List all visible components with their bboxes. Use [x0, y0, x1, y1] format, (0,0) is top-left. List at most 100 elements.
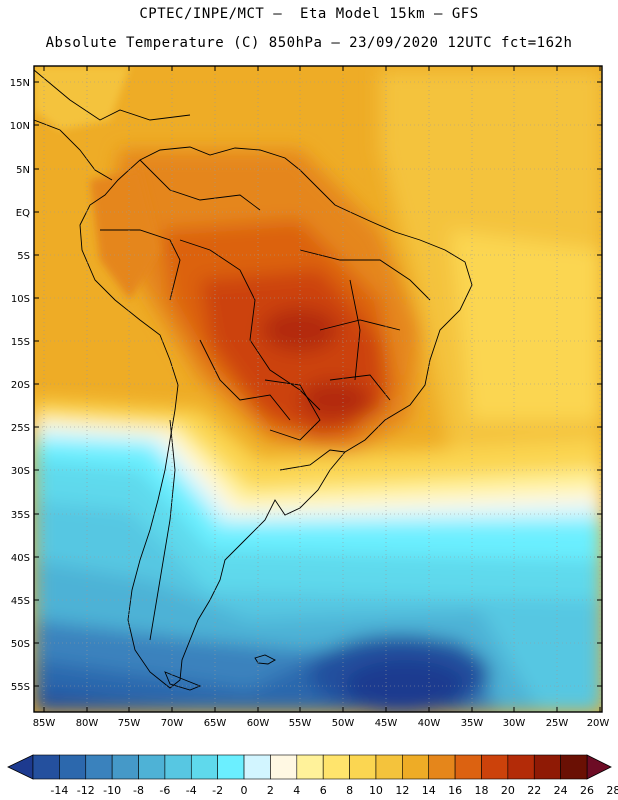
lat-label-40s: 40S: [11, 553, 30, 564]
border-paraguay: [264, 379, 321, 441]
colorbar-label: 4: [293, 784, 300, 797]
field-12-14-atlantic: [450, 230, 602, 420]
chart-title-line1: CPTEC/INPE/MCT – Eta Model 15km – GFS: [139, 6, 479, 22]
lat-label-50s: 50S: [11, 639, 30, 650]
colorbar-label: 24: [554, 784, 568, 797]
lat-label-20s: 20S: [11, 380, 30, 391]
lon-label-70w: 70W: [161, 718, 184, 729]
colorbar-label: 8: [346, 784, 353, 797]
colorbar-box: [454, 754, 482, 780]
lat-label-35s: 35S: [11, 510, 30, 521]
brazil-states: [299, 249, 431, 401]
colorbar-box: [138, 754, 166, 780]
lat-label-10s: 10S: [11, 294, 30, 305]
colorbar: -14 -12 -10 -8 -6 -4 -2 0 2 4 6 8 10 12 …: [7, 754, 618, 797]
border-colombia-venezuela: [139, 159, 261, 211]
colorbar-label: -12: [77, 784, 95, 797]
colorbar-box: [402, 754, 430, 780]
south-america-coastline: [79, 146, 473, 689]
longitude-labels: 85W 80W 75W 70W 65W 60W 55W 50W 45W 40W …: [33, 718, 610, 729]
colorbar-label: 12: [395, 784, 409, 797]
lon-label-40w: 40W: [418, 718, 441, 729]
map-frame: [33, 65, 603, 713]
grid-lines: [34, 66, 602, 712]
lat-label-10n: 10N: [10, 121, 30, 132]
colorbar-label: 22: [527, 784, 541, 797]
colorbar-overflow-triangle: [586, 754, 612, 780]
colorbar-box: [217, 754, 245, 780]
border-uruguay: [279, 449, 346, 471]
colorbar-box: [85, 754, 113, 780]
lon-label-20w: 20W: [587, 718, 610, 729]
colorbar-label: 28: [606, 784, 618, 797]
colorbar-box: [428, 754, 456, 780]
lat-label-25s: 25S: [11, 423, 30, 434]
field-minus12-minus10-sw: [34, 690, 200, 712]
colorbar-underflow-triangle: [7, 754, 34, 780]
colorbar-box: [375, 754, 403, 780]
tierra-del-fuego: [164, 671, 202, 691]
colorbar-box: [296, 754, 324, 780]
colorbar-label: -6: [159, 784, 170, 797]
axis-ticks: [34, 66, 602, 712]
lon-label-35w: 35W: [461, 718, 484, 729]
border-argentina-chile: [149, 419, 176, 641]
colorbar-box: [481, 754, 509, 780]
colorbar-box: [349, 754, 377, 780]
border-bolivia: [199, 339, 291, 421]
colorbar-label: 2: [267, 784, 274, 797]
map-outlines: [34, 69, 473, 691]
colorbar-label: 18: [474, 784, 488, 797]
lon-label-50w: 50W: [332, 718, 355, 729]
colorbar-box: [322, 754, 350, 780]
colorbar-box: [190, 754, 218, 780]
field-24-26-south: [300, 380, 370, 420]
colorbar-label: 14: [422, 784, 436, 797]
lat-label-55s: 55S: [11, 682, 30, 693]
latitude-labels: 15N 10N 5N EQ 5S 10S 15S 20S 25S 30S 35S…: [10, 78, 30, 693]
colorbar-label: -8: [133, 784, 144, 797]
colorbar-label: 26: [580, 784, 594, 797]
caribbean-coast: [34, 69, 191, 121]
colorbar-label: 10: [369, 784, 383, 797]
colorbar-label: -4: [186, 784, 197, 797]
colorbar-label: -2: [212, 784, 223, 797]
lat-label-5s: 5S: [17, 251, 30, 262]
lat-label-45s: 45S: [11, 596, 30, 607]
colorbar-label: 0: [241, 784, 248, 797]
colorbar-box: [59, 754, 87, 780]
lat-label-15n: 15N: [10, 78, 30, 89]
field-minus14-minus12: [345, 660, 465, 710]
lon-label-60w: 60W: [247, 718, 270, 729]
colorbar-box: [560, 754, 588, 780]
lon-label-85w: 85W: [33, 718, 56, 729]
lon-label-65w: 65W: [204, 718, 227, 729]
lat-label-eq: EQ: [16, 208, 30, 219]
lon-label-30w: 30W: [503, 718, 526, 729]
falkland-islands: [254, 654, 276, 665]
lon-label-25w: 25W: [546, 718, 569, 729]
border-peru-ecuador: [100, 229, 181, 301]
lon-label-55w: 55W: [289, 718, 312, 729]
colorbar-label: -10: [103, 784, 121, 797]
lat-label-15s: 15S: [11, 337, 30, 348]
colorbar-box: [243, 754, 271, 780]
colorbar-box: [507, 754, 535, 780]
colorbar-box: [32, 754, 60, 780]
field-18-20-northwest: [90, 170, 160, 300]
chart-title-line2: Absolute Temperature (C) 850hPa – 23/09/…: [45, 35, 573, 51]
colorbar-box: [164, 754, 192, 780]
colorbar-box: [270, 754, 298, 780]
lat-label-30s: 30S: [11, 466, 30, 477]
colorbar-label: -14: [50, 784, 68, 797]
colorbar-box: [111, 754, 139, 780]
colorbar-label: 16: [448, 784, 462, 797]
border-brazil-west: [179, 239, 321, 411]
colorbar-label: 6: [320, 784, 327, 797]
colorbar-box: [533, 754, 561, 780]
lon-label-75w: 75W: [118, 718, 141, 729]
colorbar-label: 20: [501, 784, 515, 797]
lon-label-80w: 80W: [76, 718, 99, 729]
lon-label-45w: 45W: [375, 718, 398, 729]
